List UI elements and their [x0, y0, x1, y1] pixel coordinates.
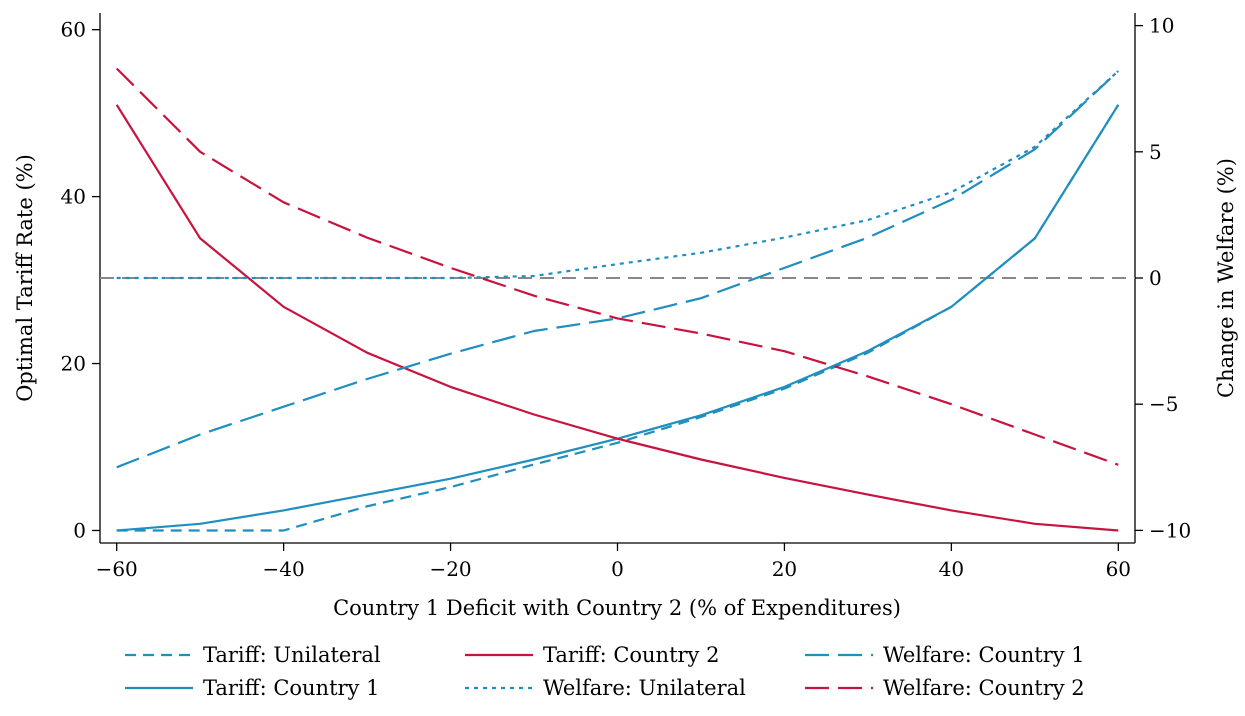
legend-item-tariff-country-2: Tariff: Country 2	[465, 643, 719, 667]
y2-tick-label: 10	[1149, 14, 1174, 38]
x-tick-label: −20	[429, 557, 471, 581]
y-axis-right-title: Change in Welfare (%)	[1214, 158, 1238, 398]
y-tick-label: 20	[61, 352, 86, 376]
legend-item-welfare-country-2: Welfare: Country 2	[805, 676, 1085, 700]
x-axis-title: Country 1 Deficit with Country 2 (% of E…	[333, 596, 901, 620]
series-line-tariff-country-2	[115, 104, 1119, 532]
legend-label: Tariff: Country 2	[543, 643, 719, 667]
y2-tick-label: 5	[1149, 140, 1162, 164]
legend-label: Tariff: Country 1	[203, 676, 379, 700]
x-tick-label: 0	[611, 557, 624, 581]
series-line-welfare-country-2	[115, 67, 1119, 466]
y-tick-label: 0	[73, 518, 86, 542]
x-tick-label: 40	[939, 557, 964, 581]
x-tick-label: −40	[263, 557, 305, 581]
legend-label: Tariff: Unilateral	[203, 643, 381, 667]
x-tick-label: −60	[96, 557, 138, 581]
y-tick-label: 40	[61, 185, 86, 209]
legend-label: Welfare: Unilateral	[543, 676, 746, 700]
y-axis-right-ticks: −10 −5 0 5 10	[1135, 14, 1191, 542]
legend: Tariff: Unilateral Tariff: Country 1 Tarif…	[125, 643, 1085, 700]
legend-item-tariff-unilateral: Tariff: Unilateral	[125, 643, 381, 667]
legend-item-welfare-unilateral: Welfare: Unilateral	[465, 676, 746, 700]
y-tick-label: 60	[61, 18, 86, 42]
legend-label: Welfare: Country 2	[883, 676, 1085, 700]
x-tick-label: 60	[1106, 557, 1131, 581]
y-axis-left-ticks: 0 20 40 60	[61, 18, 100, 542]
y2-tick-label: −10	[1149, 518, 1191, 542]
legend-item-tariff-country-1: Tariff: Country 1	[125, 676, 379, 700]
series-layer	[115, 67, 1120, 532]
x-axis-ticks: −60 −40 −20 0 20 40 60	[96, 543, 1131, 581]
y-axis-left-title: Optimal Tariff Rate (%)	[13, 154, 37, 402]
y2-tick-label: −5	[1149, 392, 1178, 416]
series-line-welfare-unilateral	[116, 70, 1120, 280]
legend-label: Welfare: Country 1	[883, 643, 1085, 667]
y2-tick-label: 0	[1149, 266, 1162, 290]
series-line-welfare-country-1	[116, 70, 1120, 469]
legend-item-welfare-country-1: Welfare: Country 1	[805, 643, 1085, 667]
x-tick-label: 20	[772, 557, 797, 581]
